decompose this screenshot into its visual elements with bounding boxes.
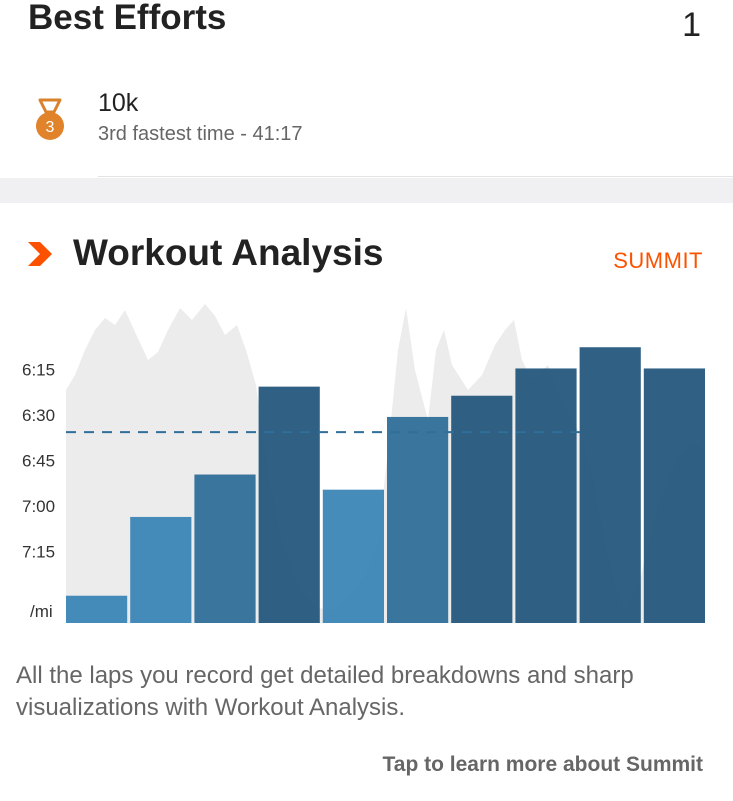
best-efforts-count: 1: [682, 6, 701, 44]
lap-bar[interactable]: [66, 595, 128, 623]
y-tick-label: 7:00: [22, 497, 55, 516]
lap-bar[interactable]: [515, 368, 577, 623]
workout-analysis-description: All the laps you record get detailed bre…: [16, 662, 634, 721]
y-tick-label: 7:15: [22, 542, 55, 561]
best-efforts-title: Best Efforts: [28, 0, 227, 37]
lap-bar[interactable]: [579, 347, 641, 623]
divider: [98, 176, 733, 177]
lap-bar[interactable]: [130, 516, 192, 623]
lap-bar[interactable]: [387, 416, 449, 623]
best-efforts-card: Best Efforts 1 3 10k 3rd fastest time - …: [0, 0, 733, 178]
y-tick-label: 6:30: [22, 406, 55, 425]
lap-bar[interactable]: [322, 489, 384, 623]
effort-name[interactable]: 10k: [98, 89, 139, 117]
summit-badge[interactable]: SUMMIT: [613, 248, 703, 273]
learn-more-link[interactable]: Tap to learn more about Summit: [382, 753, 703, 776]
workout-analysis-title: Workout Analysis: [73, 232, 384, 273]
lap-bar[interactable]: [643, 368, 705, 623]
section-separator: [0, 178, 733, 203]
y-tick-label: 6:15: [22, 360, 55, 379]
lap-bar[interactable]: [258, 386, 320, 623]
lap-bar[interactable]: [451, 395, 513, 623]
lap-bar[interactable]: [194, 474, 256, 623]
bronze-medal-icon: 3: [33, 98, 67, 144]
medal-rank: 3: [46, 119, 55, 136]
lap-pace-chart[interactable]: 6:15 6:30 6:45 7:00 7:15/mi: [0, 290, 733, 640]
y-unit-label: /mi: [30, 602, 53, 621]
effort-detail: 3rd fastest time - 41:17: [98, 123, 303, 145]
y-tick-label: 6:45: [22, 451, 55, 470]
strava-chevron-icon: [26, 240, 54, 268]
